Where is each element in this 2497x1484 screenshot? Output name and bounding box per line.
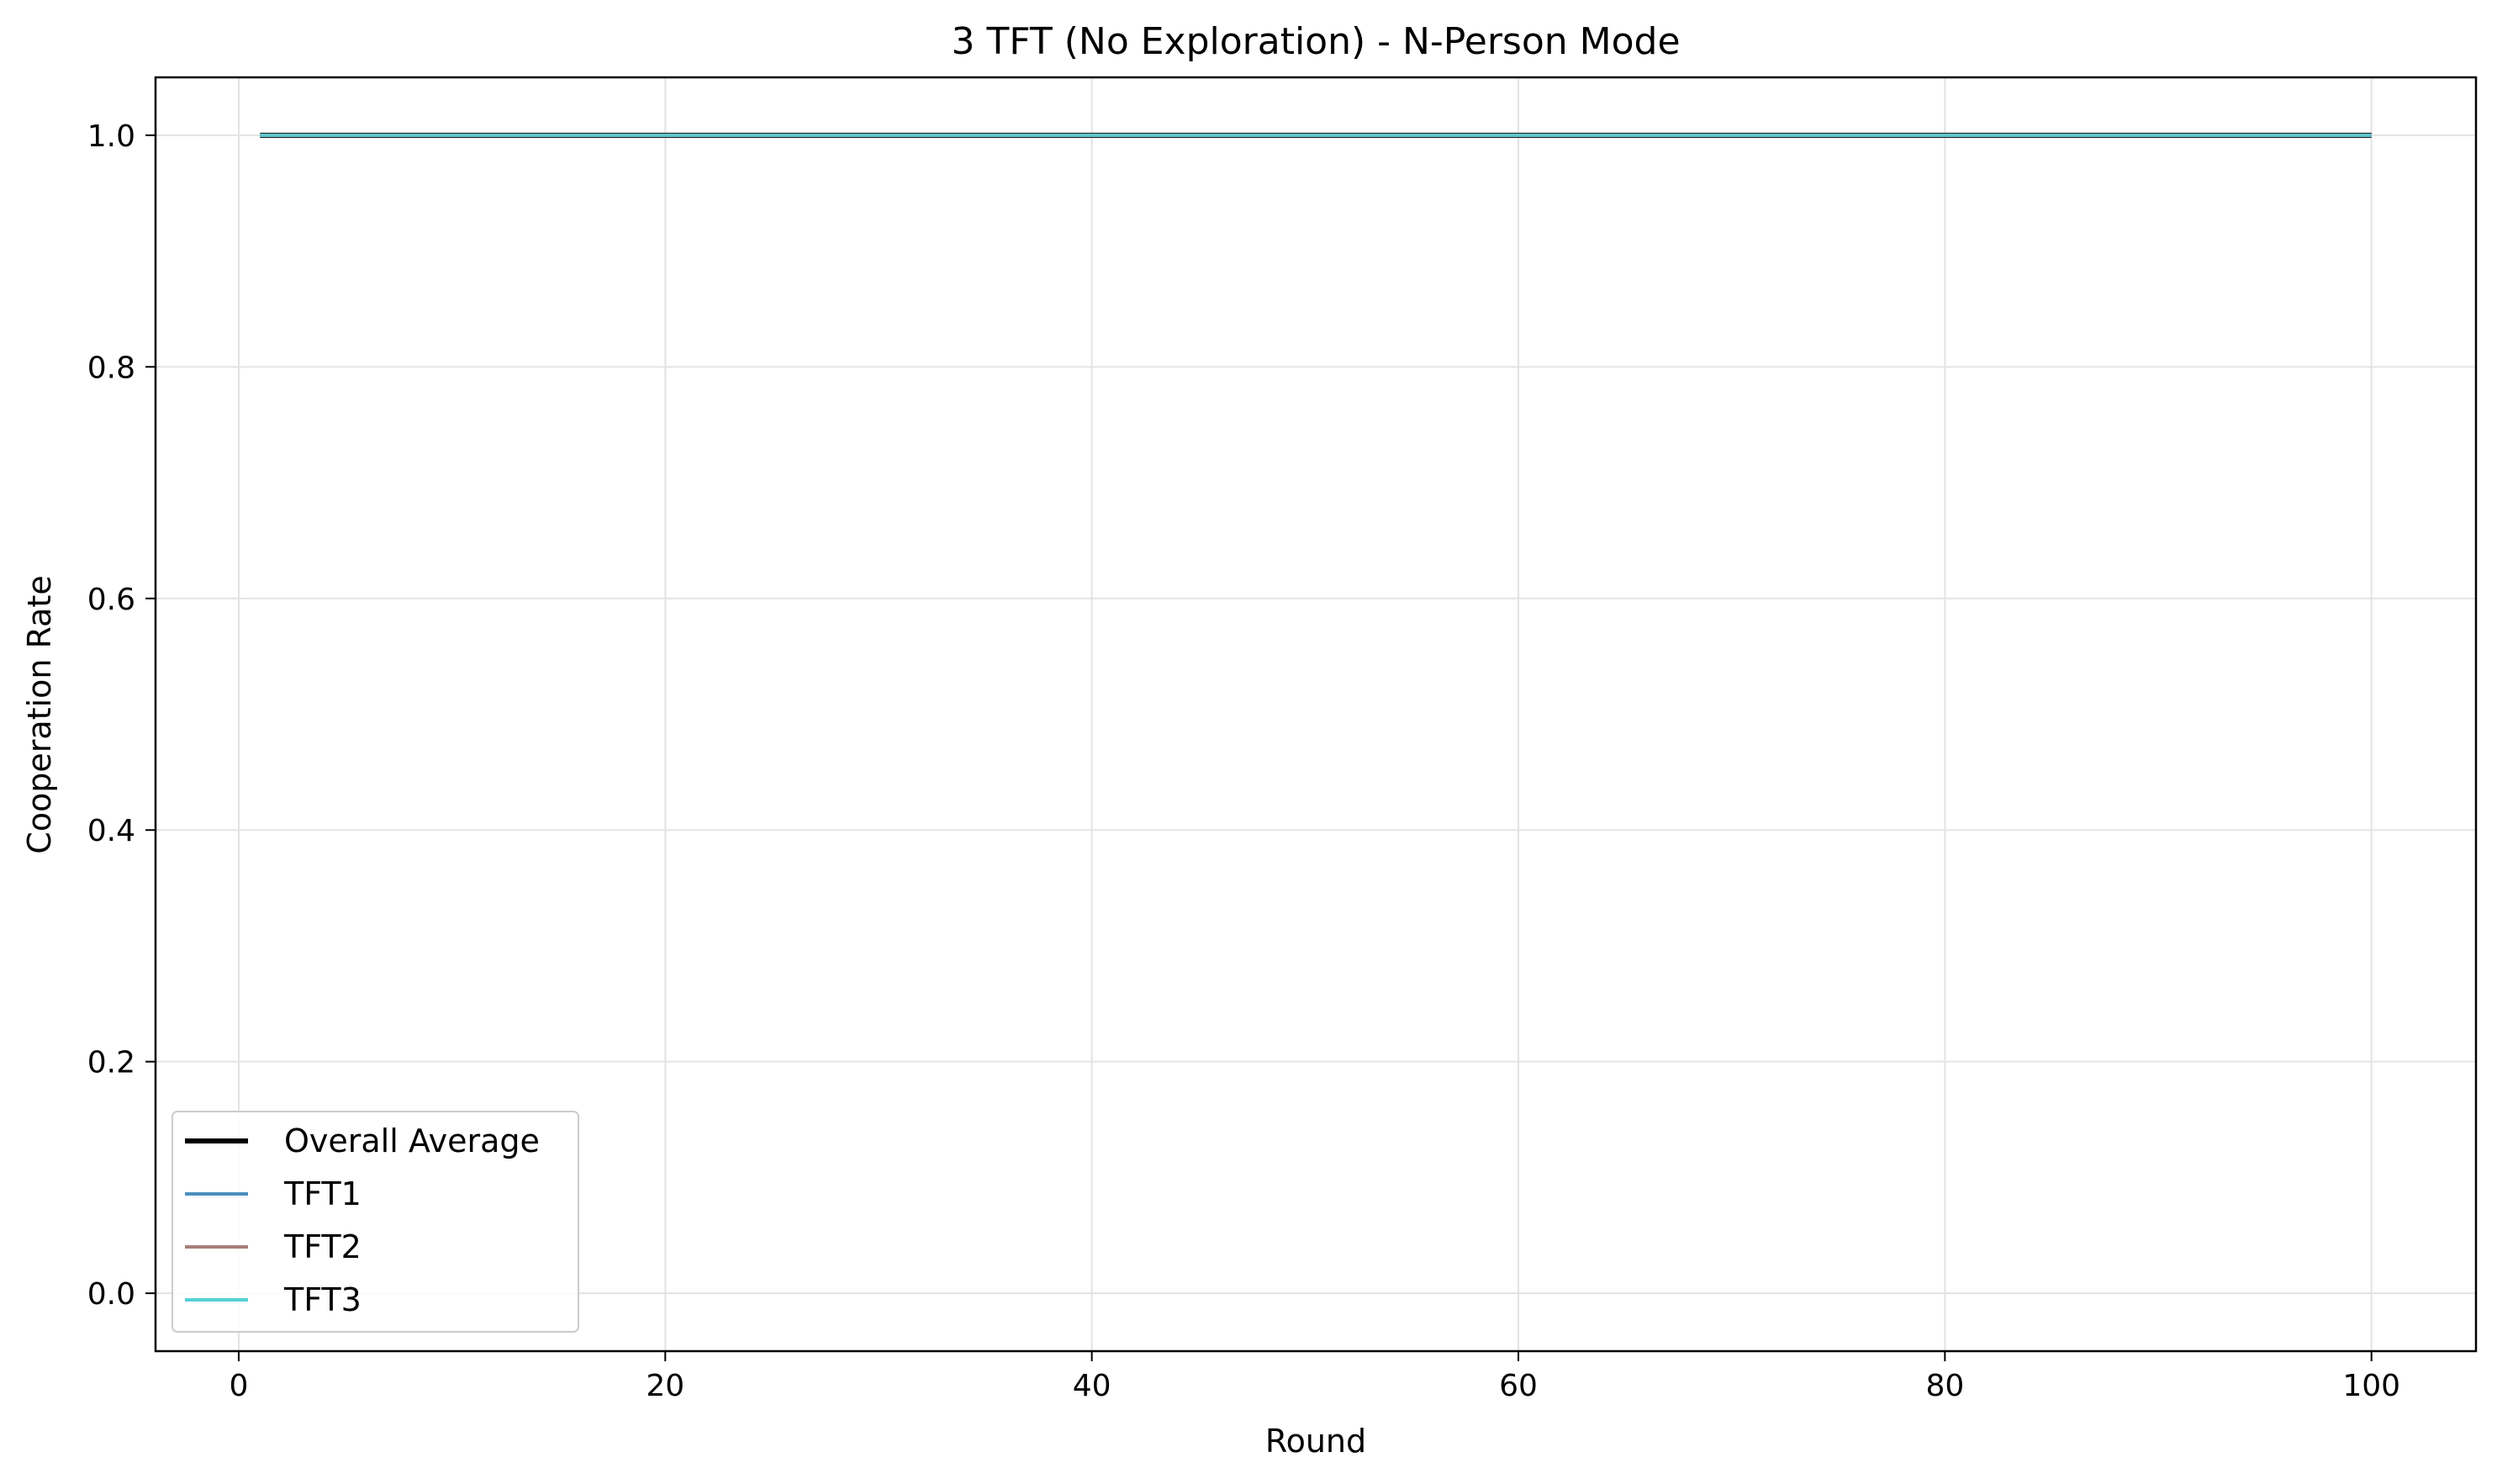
plot-frame xyxy=(154,76,2478,1353)
x-tick-label: 100 xyxy=(2342,1369,2400,1403)
legend-label: TFT3 xyxy=(283,1281,362,1318)
x-tick-label: 0 xyxy=(229,1369,248,1403)
y-tick-label: 1.0 xyxy=(87,119,135,154)
grid-lines xyxy=(156,77,2476,1351)
x-axis-ticks: 0 20 40 60 80 100 xyxy=(229,1351,2400,1403)
x-tick-label: 80 xyxy=(1925,1369,1964,1403)
x-tick-label: 40 xyxy=(1073,1369,1111,1403)
legend-label: Overall Average xyxy=(284,1122,540,1159)
x-tick-label: 60 xyxy=(1499,1369,1538,1403)
y-tick-label: 0.0 xyxy=(87,1277,135,1312)
chart-title: 3 TFT (No Exploration) - N-Person Mode xyxy=(951,20,1680,63)
legend: Overall Average TFT1 TFT2 TFT3 xyxy=(172,1111,579,1333)
x-axis-title: Round xyxy=(1265,1423,1366,1460)
y-axis-ticks: 0.0 0.2 0.4 0.6 0.8 1.0 xyxy=(87,119,156,1312)
legend-frame xyxy=(172,1111,579,1333)
legend-label: TFT2 xyxy=(283,1228,362,1265)
y-tick-label: 0.8 xyxy=(87,351,135,385)
y-tick-label: 0.6 xyxy=(87,583,135,617)
legend-label: TFT1 xyxy=(283,1175,362,1212)
y-tick-label: 0.4 xyxy=(87,814,135,848)
x-tick-label: 20 xyxy=(646,1369,684,1403)
y-axis-title: Cooperation Rate xyxy=(21,575,58,853)
y-tick-label: 0.2 xyxy=(87,1046,135,1080)
